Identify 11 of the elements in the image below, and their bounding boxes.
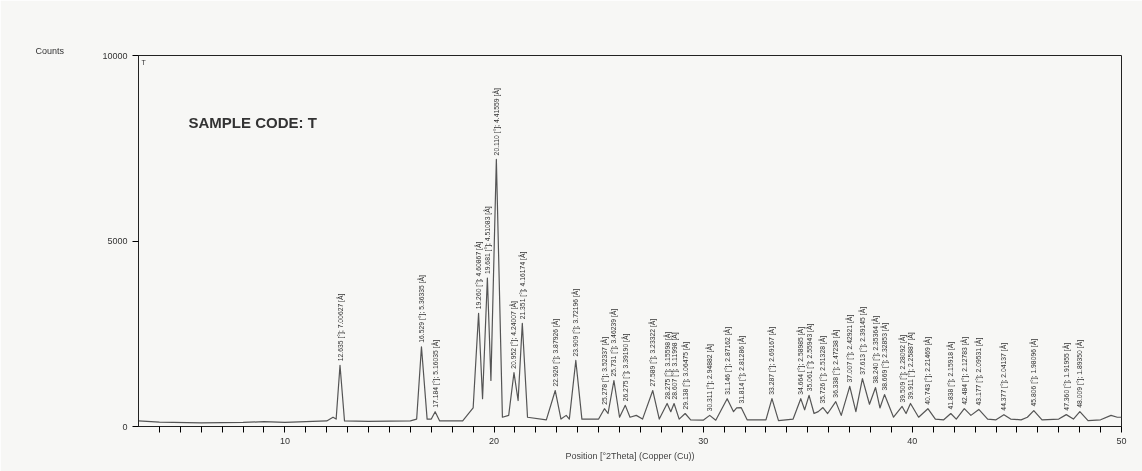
y-tick-label: 10000 — [102, 50, 128, 61]
y-tick-label: 0 — [122, 421, 128, 432]
x-tick-label: 10 — [279, 435, 290, 446]
x-tick-label: 40 — [907, 435, 918, 446]
x-tick-label: 30 — [698, 435, 709, 446]
x-axis-title: Position [°2Theta] (Copper (Cu)) — [565, 450, 695, 461]
y-axis-title: Counts — [35, 45, 65, 56]
x-tick-label: 50 — [1116, 435, 1127, 446]
y-tick-label: 5000 — [107, 236, 128, 246]
x-tick-label: 20 — [489, 435, 500, 446]
text: SAMPLE CODE: T — [188, 113, 317, 131]
